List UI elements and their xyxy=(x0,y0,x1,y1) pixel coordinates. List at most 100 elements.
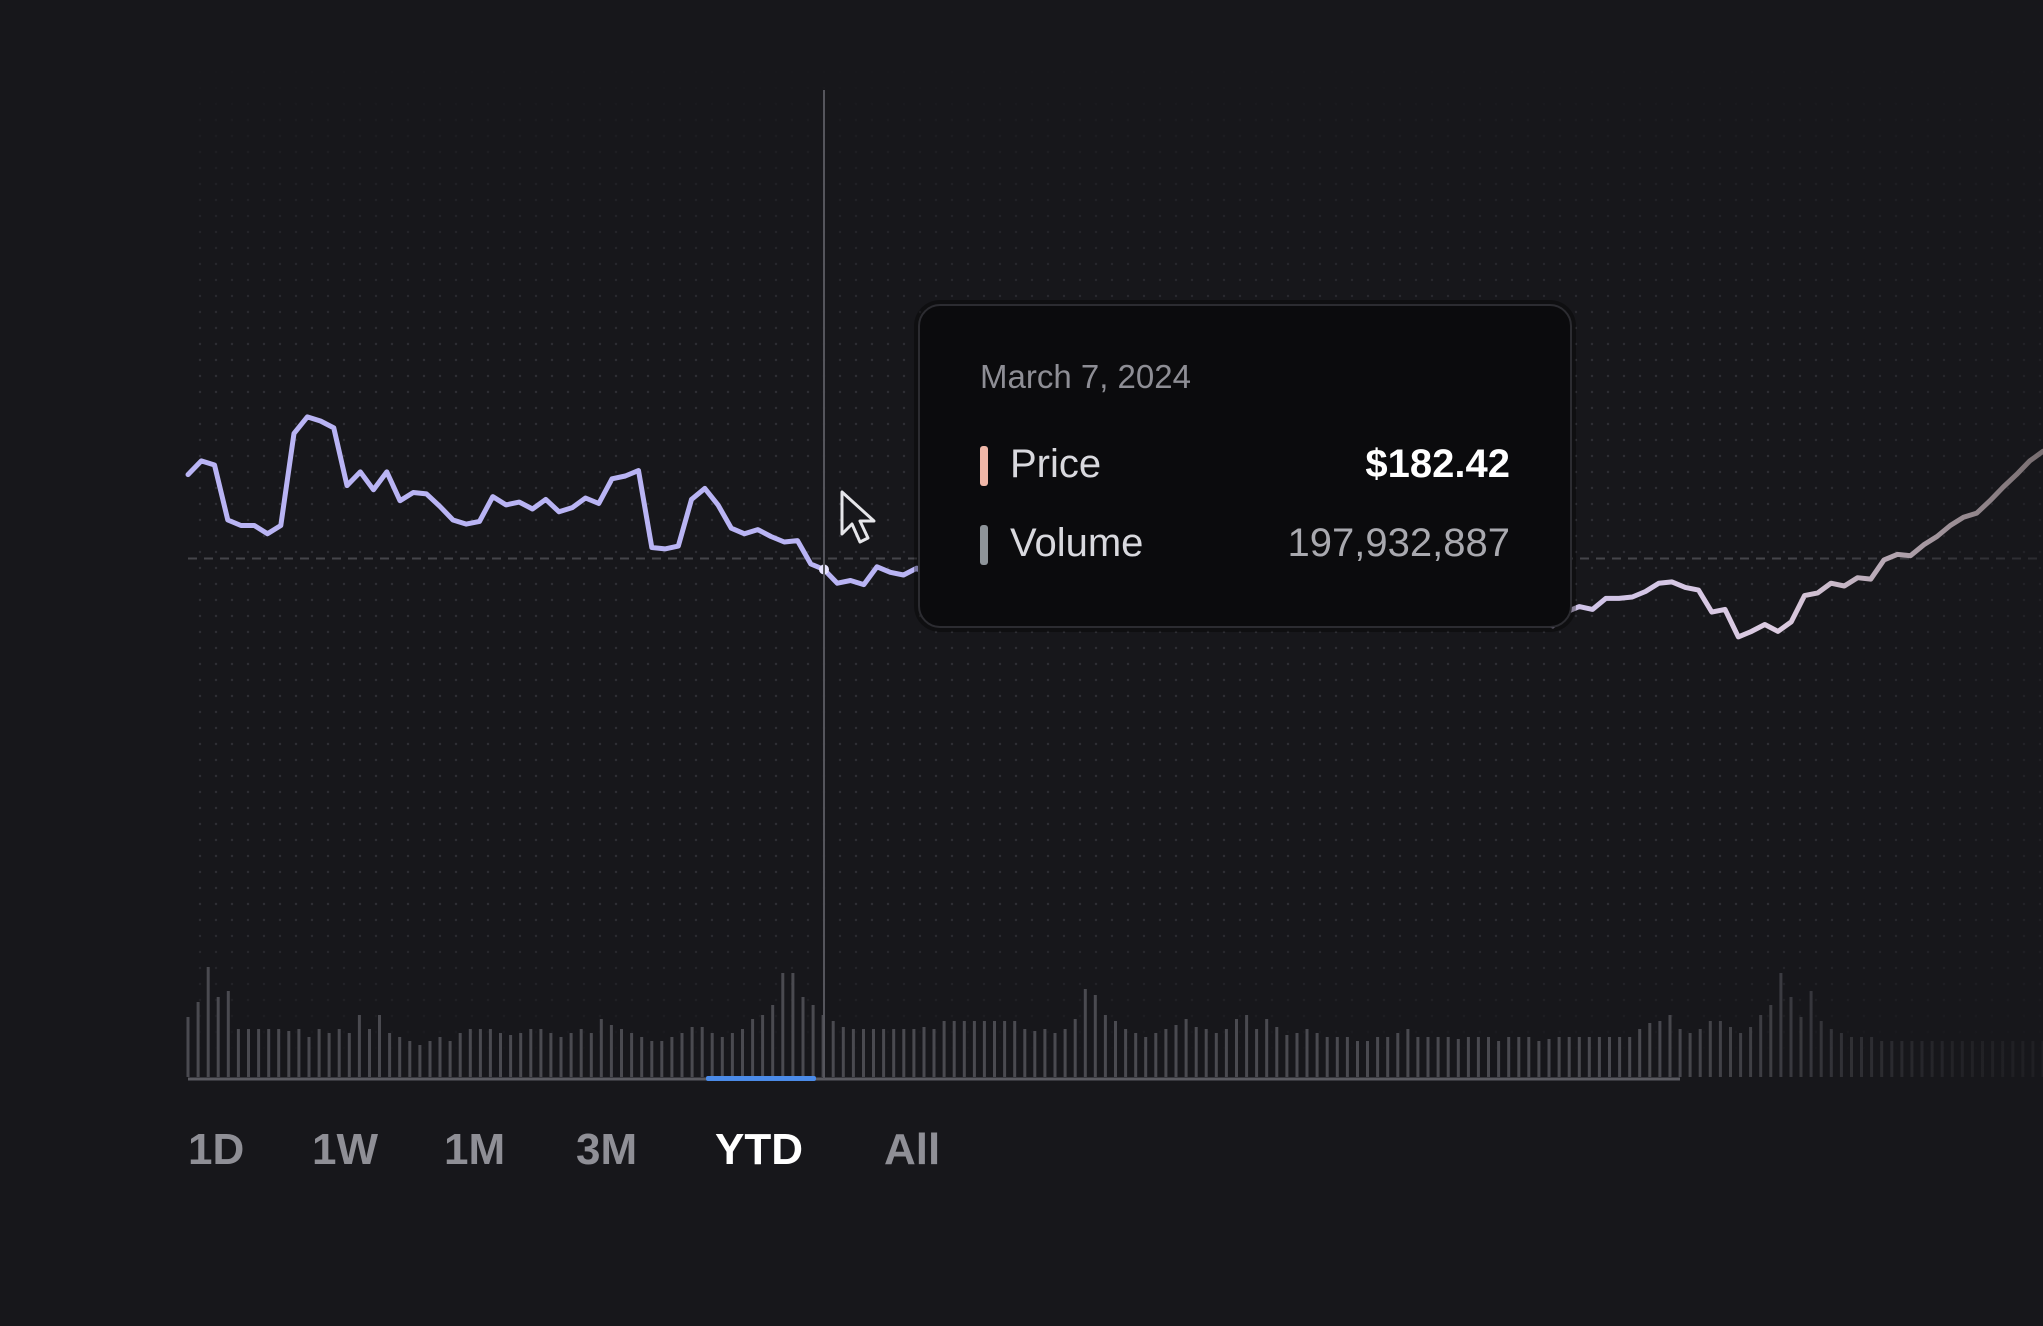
volume-bar xyxy=(1476,1037,1480,1077)
volume-bar xyxy=(1587,1037,1591,1077)
volume-bar xyxy=(1073,1019,1077,1077)
volume-bar xyxy=(1527,1037,1531,1077)
tooltip-price-label: Price xyxy=(1010,442,1102,486)
volume-bar xyxy=(216,997,220,1077)
range-all-button[interactable]: All xyxy=(884,1125,941,1174)
volume-bar xyxy=(1003,1021,1007,1077)
volume-bar xyxy=(539,1029,543,1077)
range-1d-button[interactable]: 1D xyxy=(188,1125,245,1174)
volume-bar xyxy=(488,1029,492,1077)
volume-bar xyxy=(1204,1029,1208,1077)
volume-bar xyxy=(1638,1029,1642,1077)
volume-bar xyxy=(1658,1021,1662,1077)
volume-bar xyxy=(1214,1033,1218,1077)
volume-bar xyxy=(559,1037,563,1077)
volume-bar xyxy=(1769,1005,1773,1077)
volume-bar xyxy=(247,1029,250,1077)
volume-bar xyxy=(1729,1027,1732,1077)
volume-bar xyxy=(1547,1039,1551,1077)
volume-bar xyxy=(1305,1029,1309,1077)
volume-bar xyxy=(952,1021,956,1077)
volume-bar xyxy=(589,1033,593,1077)
volume-bar xyxy=(519,1033,523,1077)
volume-bar xyxy=(892,1029,896,1077)
volume-bar xyxy=(902,1029,906,1077)
volume-bar xyxy=(660,1041,664,1077)
volume-bar xyxy=(458,1033,462,1077)
volume-bar xyxy=(993,1021,996,1077)
volume-bar xyxy=(428,1041,432,1077)
volume-bar xyxy=(1295,1033,1299,1077)
volume-bar xyxy=(1134,1033,1138,1077)
volume-bar xyxy=(982,1021,986,1077)
volume-bar xyxy=(741,1029,744,1077)
volume-bar xyxy=(478,1029,482,1077)
volume-bar xyxy=(1033,1031,1037,1077)
volume-bar xyxy=(942,1021,946,1077)
volume-bar xyxy=(1628,1037,1632,1077)
volume-bar xyxy=(1597,1037,1601,1077)
volume-bar xyxy=(468,1029,472,1077)
volume-bar xyxy=(650,1041,654,1077)
volume-bar xyxy=(1103,1015,1107,1077)
volume-bar xyxy=(337,1029,341,1077)
mouse-pointer-icon xyxy=(840,490,876,544)
volume-bar xyxy=(277,1029,281,1077)
volume-bar xyxy=(730,1033,734,1077)
volume-bar xyxy=(700,1027,704,1077)
volume-bar xyxy=(1255,1029,1259,1077)
volume-bar xyxy=(1114,1021,1117,1077)
volume-bar xyxy=(378,1015,381,1077)
volume-bar xyxy=(962,1021,966,1077)
volume-bar xyxy=(862,1029,865,1077)
volume-bar xyxy=(972,1021,976,1077)
volume-bar xyxy=(509,1035,513,1077)
volume-bar xyxy=(1245,1015,1249,1077)
tooltip-volume-label: Volume xyxy=(1010,521,1144,565)
volume-bar xyxy=(1124,1029,1128,1077)
volume-bar xyxy=(448,1041,452,1077)
volume-bar xyxy=(1668,1015,1672,1077)
volume-bar xyxy=(1466,1037,1470,1077)
volume-bar xyxy=(1386,1037,1390,1077)
volume-bar xyxy=(196,1002,200,1077)
volume-bar xyxy=(1174,1025,1178,1077)
volume-bar xyxy=(710,1033,714,1077)
volume-bar xyxy=(680,1033,684,1077)
volume-bar xyxy=(398,1037,402,1077)
volume-bar xyxy=(418,1045,422,1077)
volume-bar xyxy=(882,1029,886,1077)
volume-bar xyxy=(1739,1033,1743,1077)
volume-bar xyxy=(1446,1037,1450,1077)
tooltip-price-value: $182.42 xyxy=(1365,442,1510,486)
volume-bar xyxy=(1013,1021,1017,1077)
volume-bar xyxy=(609,1025,613,1077)
volume-bar xyxy=(1648,1023,1652,1077)
volume-bar xyxy=(317,1029,321,1077)
range-3m-button[interactable]: 3M xyxy=(576,1125,638,1174)
range-ytd-button[interactable]: YTD xyxy=(715,1125,803,1174)
volume-bar xyxy=(791,973,795,1077)
range-1m-button[interactable]: 1M xyxy=(444,1125,506,1174)
volume-bar xyxy=(529,1029,533,1077)
active-range-underline xyxy=(706,1076,816,1081)
volume-bar xyxy=(761,1015,765,1077)
volume-bar xyxy=(408,1041,412,1077)
volume-bar xyxy=(1517,1037,1521,1077)
volume-bar xyxy=(630,1033,634,1077)
volume-bar xyxy=(912,1029,916,1077)
volume-bar xyxy=(1224,1029,1228,1077)
volume-bar xyxy=(347,1033,351,1077)
right-edge-fade xyxy=(1780,0,2043,1326)
range-1w-button[interactable]: 1W xyxy=(312,1125,378,1174)
volume-bar xyxy=(549,1033,553,1077)
volume-bar xyxy=(781,973,785,1077)
volume-bar xyxy=(1396,1033,1400,1077)
volume-bar xyxy=(438,1037,442,1077)
volume-bar xyxy=(1456,1039,1460,1077)
volume-bar xyxy=(640,1037,644,1077)
volume-bar xyxy=(1285,1035,1289,1077)
volume-bar xyxy=(226,991,230,1077)
volume-bar xyxy=(1507,1037,1511,1077)
